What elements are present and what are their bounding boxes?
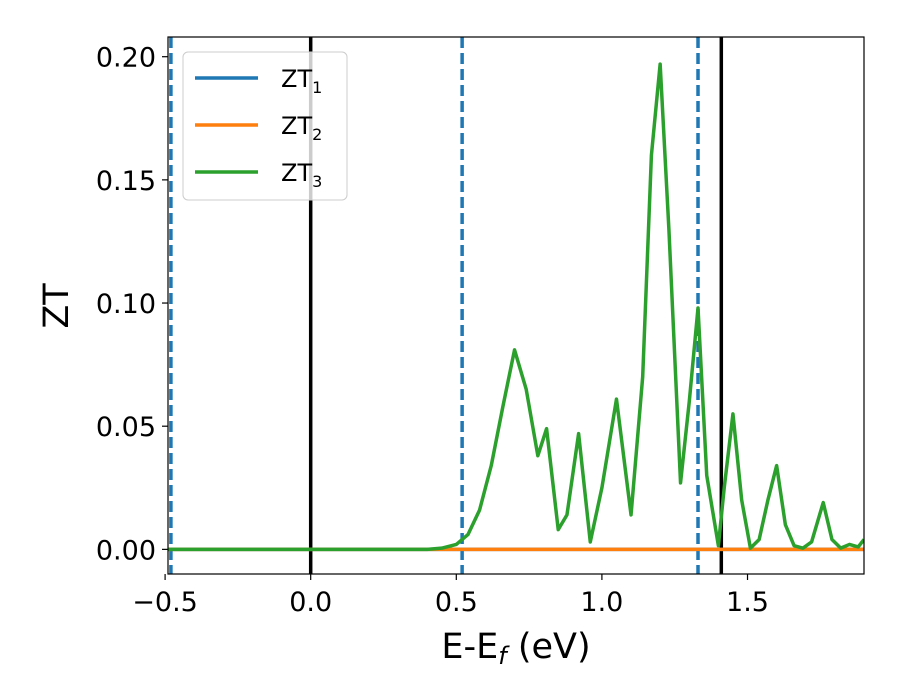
y-tick-label: 0.05	[96, 412, 156, 443]
y-axis-title: ZT	[37, 283, 77, 329]
x-tick-label: 0.0	[289, 587, 332, 618]
y-axis: 0.00 0.05 0.10 0.15 0.20	[96, 43, 168, 566]
legend-label-3: ZT3	[281, 159, 322, 191]
x-tick-label: 1.0	[580, 587, 623, 618]
x-tick-label: 0.5	[435, 587, 478, 618]
legend-box	[182, 51, 348, 201]
x-axis-title: E-Ef (eV)	[441, 627, 590, 670]
x-axis: −0.5 0.0 0.5 1.0 1.5	[132, 574, 769, 618]
legend-label-1: ZT1	[281, 65, 322, 97]
legend-label-2: ZT2	[281, 112, 322, 144]
y-tick-label: 0.10	[96, 289, 156, 320]
y-tick-label: 0.20	[96, 43, 156, 74]
legend: ZT1 ZT2 ZT3	[182, 51, 348, 201]
plot-frame	[167, 36, 865, 575]
y-tick-label: 0.15	[96, 166, 156, 197]
series-group	[168, 62, 864, 552]
x-tick-label: 1.5	[726, 587, 769, 618]
series-line-3	[168, 62, 864, 552]
x-axis-title-main: E-E	[441, 627, 498, 667]
x-tick-label: −0.5	[132, 587, 198, 618]
y-tick-label: 0.00	[96, 535, 156, 566]
x-axis-title-tail: (eV)	[507, 627, 591, 667]
